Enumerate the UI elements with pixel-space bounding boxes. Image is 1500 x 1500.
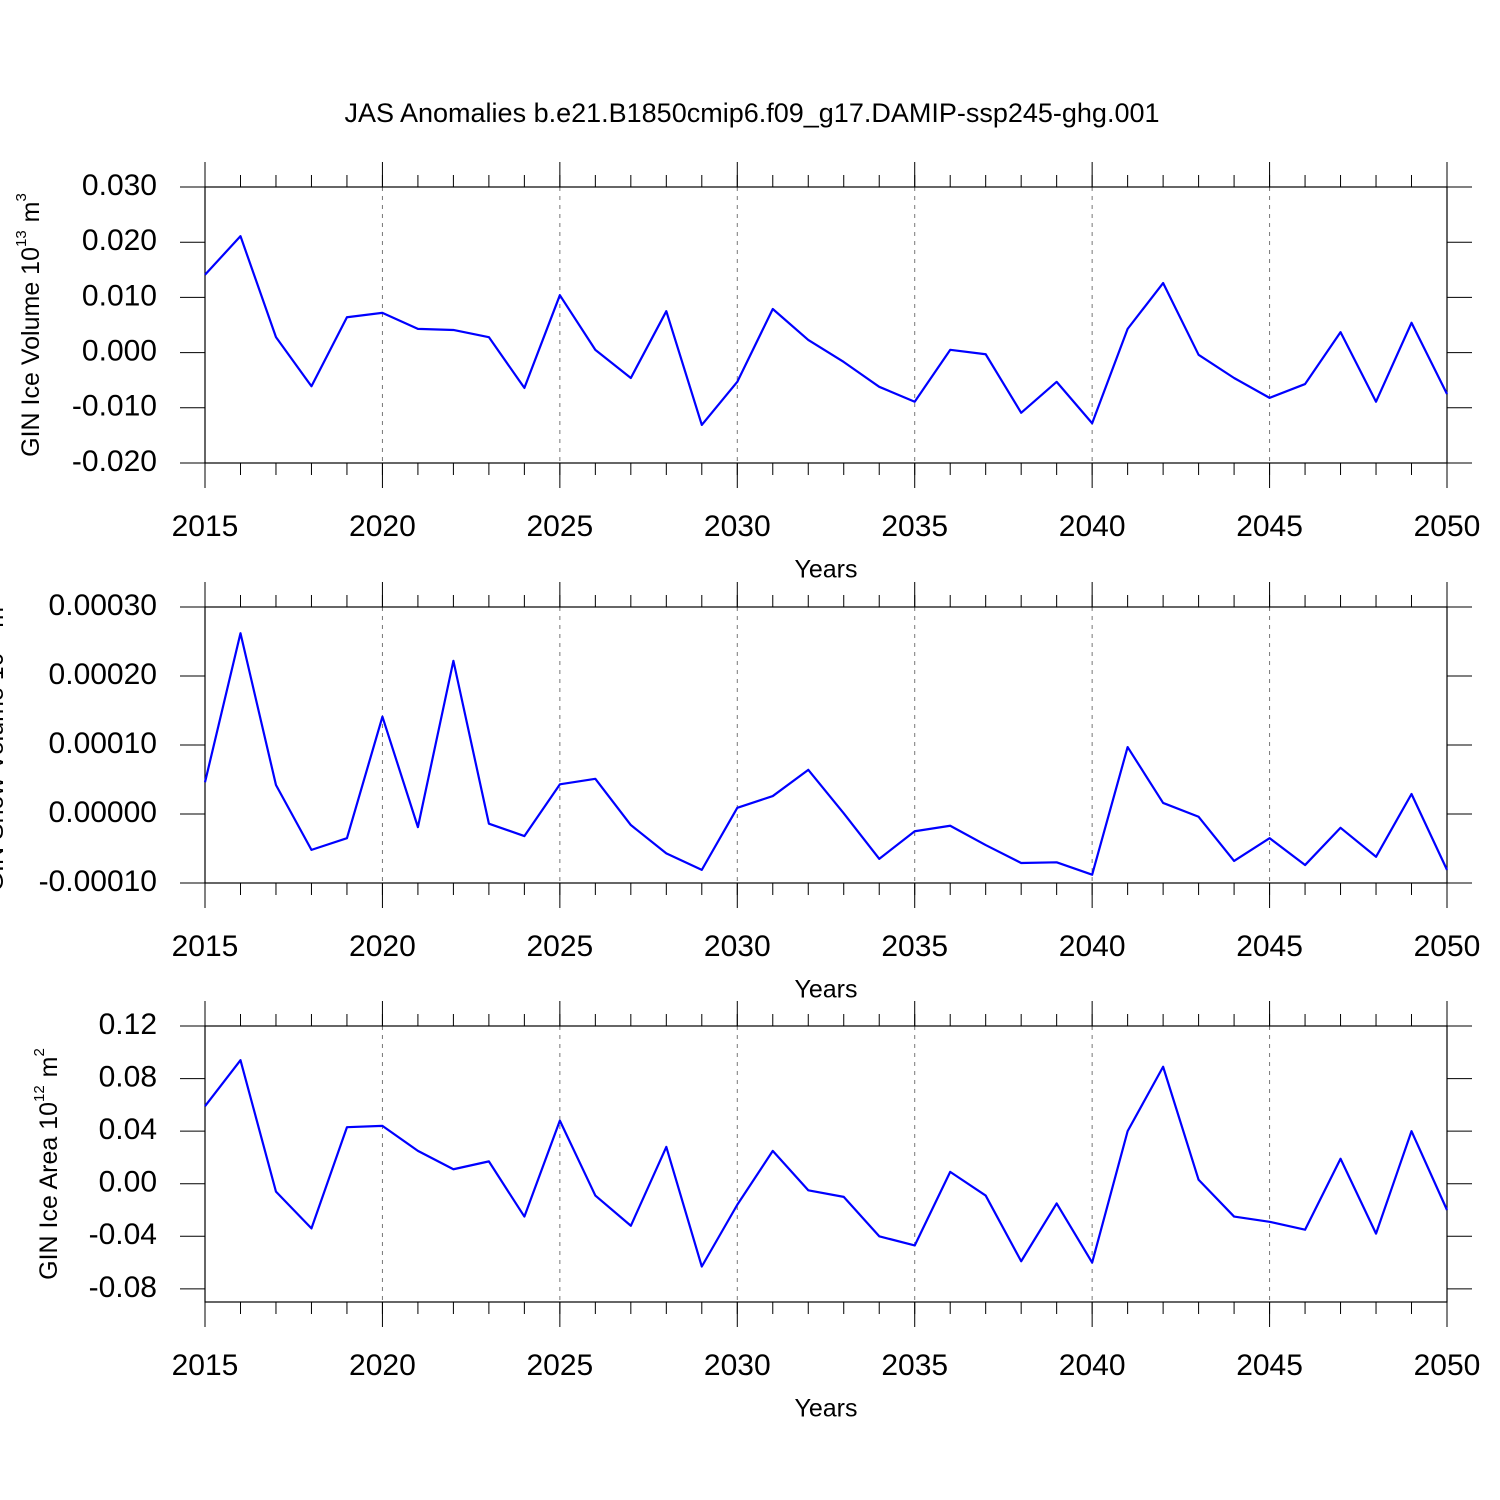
data-line	[204, 1059, 1449, 1268]
y-label-unit: m	[35, 1056, 63, 1077]
x-tick-label: 2040	[1059, 930, 1126, 963]
x-tick-label: 2020	[349, 930, 416, 963]
x-tick-label: 2035	[881, 510, 948, 543]
y-tick-label: -0.020	[72, 445, 157, 478]
y-tick-label: 0.00	[99, 1166, 157, 1199]
x-tick-label: 2015	[172, 930, 239, 963]
x-tick-label: 2030	[704, 930, 771, 963]
x-tick-label: 2050	[1414, 510, 1481, 543]
x-tick-label: 2015	[172, 1349, 239, 1382]
y-label-unit: m	[0, 607, 9, 628]
y-tick-label: 0.00000	[49, 796, 157, 829]
x-tick-label: 2030	[704, 510, 771, 543]
x-tick-label: 2040	[1059, 1349, 1126, 1382]
y-label-unit-exponent: 2	[31, 1048, 48, 1056]
x-axis-label: Years	[794, 556, 857, 584]
data-line	[203, 632, 1448, 876]
y-tick-label: 0.04	[99, 1113, 157, 1146]
y-tick-label: 0.000	[82, 335, 157, 368]
y-tick-label: 0.00020	[49, 658, 157, 691]
y-label-exponent: 13	[13, 230, 30, 247]
x-tick-label: 2035	[881, 930, 948, 963]
x-axis-label: Years	[794, 976, 857, 1004]
y-tick-label: 0.00030	[49, 589, 157, 622]
x-tick-label: 2045	[1236, 510, 1303, 543]
y-tick-label: 0.00010	[49, 727, 157, 760]
x-tick-label: 2025	[526, 930, 593, 963]
y-tick-label: 0.010	[82, 279, 157, 312]
plot-frame	[204, 186, 1448, 464]
y-tick-label: 0.12	[99, 1008, 157, 1041]
x-tick-label: 2020	[349, 510, 416, 543]
y-axis-label: GIN Ice Volume 1013 m3	[13, 193, 45, 457]
x-tick-label: 2050	[1414, 930, 1481, 963]
y-label-text: GIN Ice Volume 10	[17, 247, 45, 457]
x-tick-label: 2035	[881, 1349, 948, 1382]
y-tick-label: -0.04	[89, 1218, 157, 1251]
y-tick-label: -0.00010	[39, 865, 157, 898]
x-tick-label: 2030	[704, 1349, 771, 1382]
y-tick-label: -0.010	[72, 390, 157, 423]
y-tick-label: -0.08	[89, 1271, 157, 1304]
y-tick-label: 0.020	[82, 224, 157, 257]
y-label-unit: m	[17, 202, 45, 223]
plot-frame	[204, 606, 1448, 884]
y-label-exponent: 12	[31, 1085, 48, 1102]
y-label-text: GIN Ice Area 10	[35, 1102, 63, 1280]
y-tick-label: 0.030	[82, 169, 157, 202]
x-axis-label: Years	[794, 1395, 857, 1423]
x-tick-label: 2025	[526, 1349, 593, 1382]
x-tick-label: 2045	[1236, 1349, 1303, 1382]
y-tick-label: 0.08	[99, 1060, 157, 1093]
y-label-unit-exponent: 3	[13, 193, 30, 201]
y-axis-label: GIN Ice Area 1012 m2	[31, 1048, 63, 1280]
x-tick-label: 2020	[349, 1349, 416, 1382]
x-tick-label: 2050	[1414, 1349, 1481, 1382]
x-tick-label: 2015	[172, 510, 239, 543]
y-axis-label: GIN Snow Volume 1013m3	[0, 599, 9, 892]
y-label-text: GIN Snow Volume 10	[0, 652, 9, 891]
x-tick-label: 2045	[1236, 930, 1303, 963]
plot-frame	[204, 1025, 1448, 1303]
x-tick-label: 2025	[526, 510, 593, 543]
chart-title: JAS Anomalies b.e21.B1850cmip6.f09_g17.D…	[344, 98, 1159, 128]
x-tick-label: 2040	[1059, 510, 1126, 543]
data-line	[204, 235, 1448, 427]
